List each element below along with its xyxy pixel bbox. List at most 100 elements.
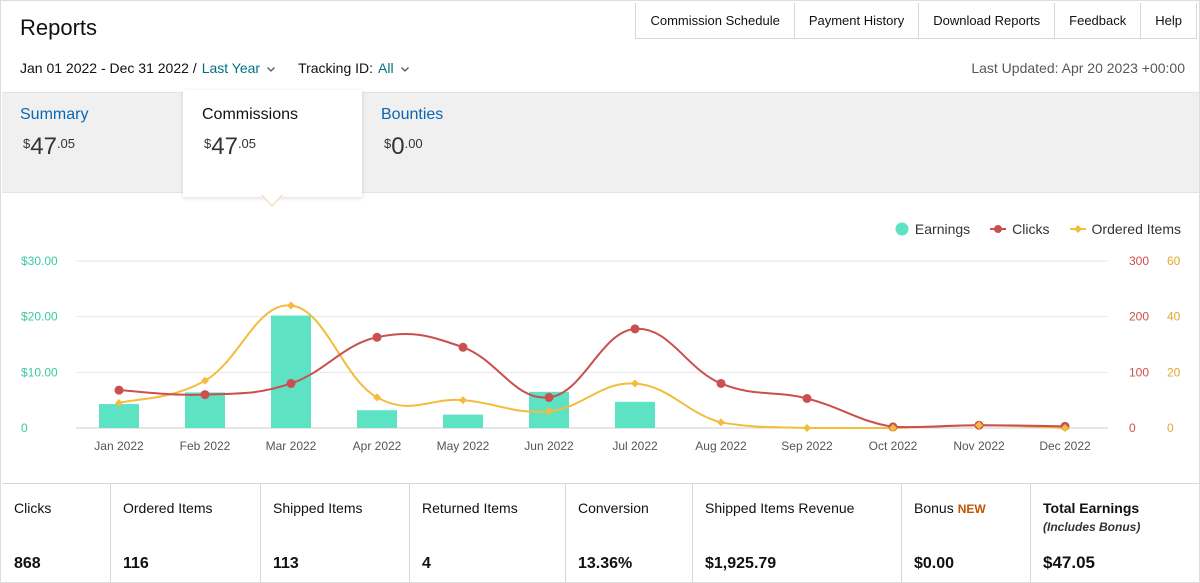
clicks-point	[458, 342, 468, 352]
left-axis-tick: $10.00	[21, 365, 58, 379]
ordered-items-point	[717, 418, 725, 427]
stat-value: $47.05	[1043, 553, 1095, 572]
right-axis2-tick: 60	[1167, 254, 1181, 268]
stat-value: $0.00	[914, 555, 955, 572]
ordered-items-point	[287, 301, 295, 310]
legend-clicks[interactable]: Clicks	[990, 221, 1050, 237]
earnings-bar	[615, 401, 655, 428]
stat-label: Bonus NEW	[914, 500, 986, 516]
chevron-down-icon	[400, 64, 410, 74]
ordered-items-point	[545, 407, 553, 416]
stat-value: 13.36%	[578, 555, 633, 572]
ordered-items-point	[975, 421, 983, 430]
ordered-items-point	[459, 396, 467, 405]
tab-bounties[interactable]: Bounties $0.00	[363, 93, 543, 194]
amount-cents: .00	[404, 136, 423, 151]
stat-shipped-items: Shipped Items 113	[260, 484, 409, 583]
clicks-line	[118, 327, 1066, 429]
stat-total-earnings: Total Earnings (Includes Bonus) $47.05	[1030, 484, 1199, 583]
download-reports-button[interactable]: Download Reports	[918, 3, 1054, 38]
legend-earnings[interactable]: Earnings	[895, 221, 970, 237]
clicks-point	[630, 324, 640, 334]
chart-svg: $30.00 300 60$20.00 200 40$10.00 100 200 0 0Jan …	[21, 254, 1181, 453]
clicks-point	[114, 385, 124, 395]
ordered-items-point	[889, 424, 897, 432]
clicks-point	[372, 332, 382, 342]
x-axis-tick: Dec 2022	[1039, 439, 1091, 453]
ordered-items-point	[201, 376, 209, 385]
earnings-bar	[99, 404, 139, 428]
circle-marker-icon	[895, 222, 909, 236]
right-axis-tick: 200	[1129, 310, 1149, 324]
right-axis2-tick: 20	[1167, 365, 1181, 379]
tracking-id-filter: Tracking ID: All	[298, 60, 410, 76]
commissions-amount: $47.05	[204, 133, 256, 161]
ordered-items-point	[803, 424, 811, 432]
amount-cents: .05	[237, 136, 257, 151]
last-updated: Last Updated: Apr 20 2023 +00:00	[971, 60, 1185, 76]
x-axis-tick: Sep 2022	[781, 439, 833, 453]
ordered-items-point	[115, 398, 123, 407]
legend-earnings-label: Earnings	[914, 221, 971, 237]
right-axis-tick: 0	[1129, 421, 1136, 435]
active-tab-pointer-icon	[259, 193, 285, 207]
tab-commissions-label: Commissions	[202, 106, 299, 123]
stat-label: Shipped Items Revenue	[705, 500, 855, 516]
left-axis-tick: $30.00	[21, 254, 58, 268]
x-axis-tick: May 2022	[437, 439, 490, 453]
ordered-items-point	[373, 393, 381, 402]
tab-commissions[interactable]: Commissions $47.05	[183, 90, 362, 197]
stat-conversion: Conversion 13.36%	[565, 484, 692, 583]
amount-cents: .05	[56, 136, 76, 151]
stat-shipped-items-revenue: Shipped Items Revenue $1,925.79	[692, 484, 901, 583]
currency-symbol: $	[23, 136, 31, 151]
legend-ordered-items[interactable]: Ordered Items	[1069, 221, 1181, 237]
amount-whole: 47	[211, 133, 238, 160]
line-diamond-marker-icon	[1069, 225, 1086, 233]
stat-label: Returned Items	[422, 500, 518, 516]
feedback-button[interactable]: Feedback	[1054, 3, 1140, 38]
x-axis-tick: Jan 2022	[94, 439, 144, 453]
tab-summary-label: Summary	[20, 106, 89, 123]
commission-schedule-button[interactable]: Commission Schedule	[650, 13, 780, 28]
stat-value: 4	[422, 555, 431, 572]
earnings-bar	[443, 414, 483, 428]
stat-bonus: Bonus NEW $0.00	[901, 484, 1030, 583]
amount-whole: 47	[30, 133, 57, 160]
clicks-point	[802, 393, 812, 403]
stat-label: Ordered Items	[123, 500, 213, 516]
report-tabs: Summary $47.05 Commissions $47.05 Bounti…	[2, 90, 1199, 197]
page-title: Reports	[20, 15, 98, 40]
tracking-id-dropdown[interactable]: All	[378, 60, 410, 76]
stat-value: 116	[123, 555, 149, 572]
x-axis-tick: Nov 2022	[953, 439, 1005, 453]
right-axis-tick: 100	[1129, 365, 1149, 379]
x-axis-tick: Mar 2022	[266, 439, 317, 453]
date-range-text: Jan 01 2022 - Dec 31 2022 /	[20, 60, 197, 76]
x-axis-tick: Oct 2022	[869, 439, 918, 453]
stat-label: Total Earnings	[1043, 500, 1140, 516]
x-axis-tick: Feb 2022	[180, 439, 231, 453]
report-filters: Jan 01 2022 - Dec 31 2022 / Last Year Tr…	[20, 60, 410, 76]
currency-symbol: $	[204, 136, 212, 151]
x-axis-tick: Apr 2022	[353, 439, 402, 453]
clicks-point	[200, 390, 210, 400]
tracking-id-label: Tracking ID:	[298, 60, 374, 76]
earnings-chart: $30.00 300 60 $20.00 200 40 $10.00 100 20 0 0 0 Jan …	[1, 209, 1200, 481]
stat-value: $1,925.79	[705, 555, 777, 572]
right-axis2-tick: 0	[1167, 421, 1174, 435]
tab-summary[interactable]: Summary $47.05	[2, 93, 182, 194]
right-axis2-tick: 40	[1167, 310, 1181, 324]
stat-label: Shipped Items	[273, 500, 363, 516]
ordered-items-point	[631, 379, 639, 388]
stat-label: Clicks	[14, 500, 52, 516]
help-button[interactable]: Help	[1140, 3, 1196, 38]
payment-history-button[interactable]: Payment History	[793, 3, 918, 38]
ordered-items-line	[118, 304, 1066, 430]
currency-symbol: $	[384, 136, 392, 151]
left-axis-tick: 0	[21, 421, 28, 435]
ordered-items-point	[1061, 424, 1069, 432]
date-range-dropdown[interactable]: Last Year	[202, 60, 276, 76]
legend-clicks-label: Clicks	[1012, 221, 1050, 237]
